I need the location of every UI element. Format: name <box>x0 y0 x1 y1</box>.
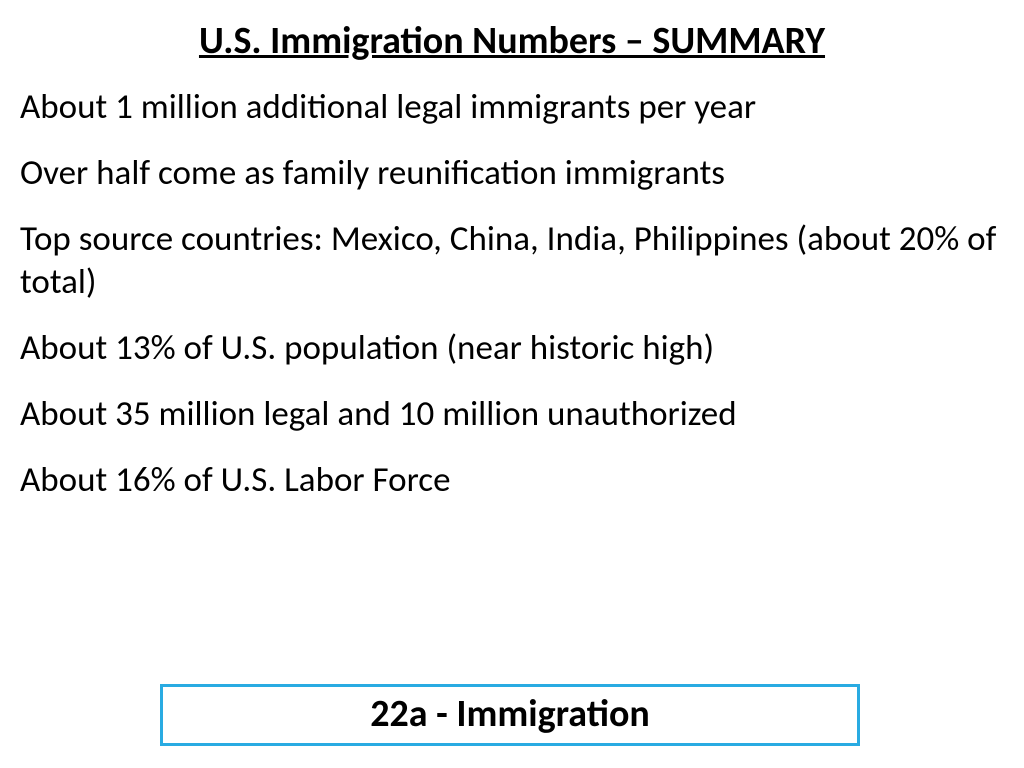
slide: U.S. Immigration Numbers – SUMMARY About… <box>0 0 1024 768</box>
bullet-line: About 35 million legal and 10 million un… <box>20 393 1004 437</box>
bullet-line: Over half come as family reunification i… <box>20 152 1004 196</box>
bullet-line: About 16% of U.S. Labor Force <box>20 459 1004 503</box>
bullet-line: Top source countries: Mexico, China, Ind… <box>20 218 1004 306</box>
slide-title: U.S. Immigration Numbers – SUMMARY <box>20 18 1004 64</box>
footer-label: 22a - Immigration <box>163 691 857 737</box>
bullet-line: About 13% of U.S. population (near histo… <box>20 327 1004 371</box>
bullet-line: About 1 million additional legal immigra… <box>20 86 1004 130</box>
footer-box: 22a - Immigration <box>160 684 860 746</box>
